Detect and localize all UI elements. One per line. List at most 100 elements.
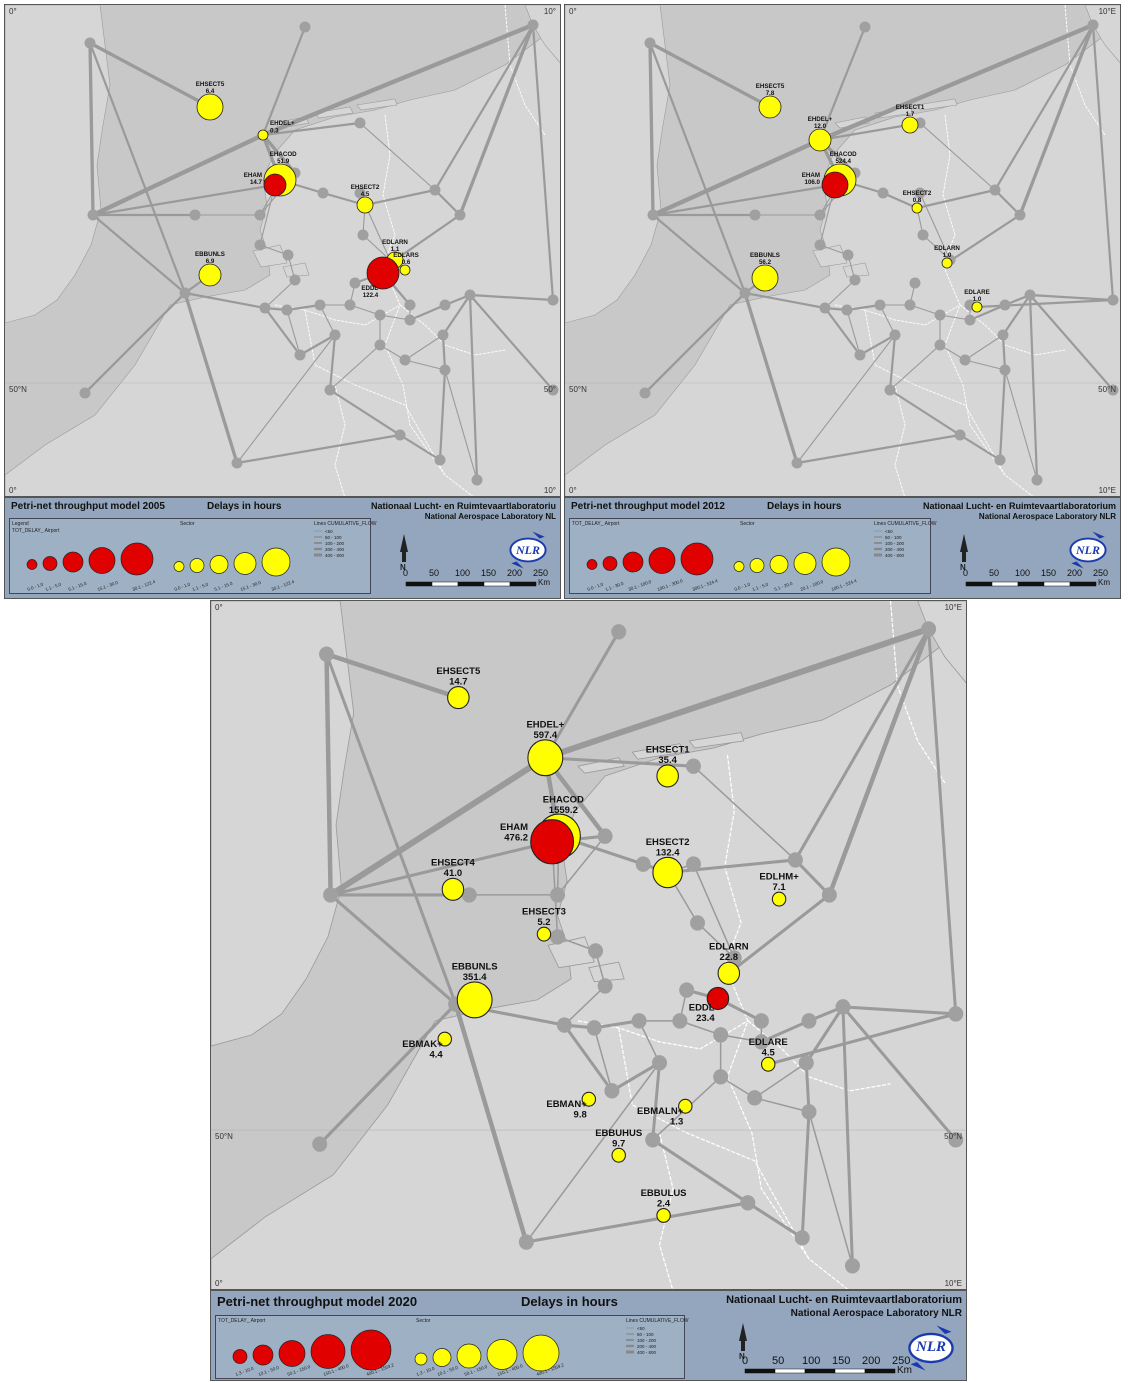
scale-segment (774, 1368, 806, 1374)
sector-marker[interactable] (611, 1147, 626, 1163)
sector-marker[interactable] (911, 202, 923, 214)
legend-line-class: <50 (325, 529, 333, 534)
map-canvas[interactable]: EHSECT5 7.8 EHDEL+ 12.0 EHSECT1 1.7 EHACOD 524.… (564, 4, 1121, 497)
legend-line-class: 50 - 100 (325, 535, 342, 540)
flow-line (329, 344, 381, 391)
nlr-logo: NLR (506, 528, 550, 572)
airport-marker[interactable] (706, 986, 730, 1011)
waypoint-node (1107, 384, 1119, 396)
waypoint-node (909, 277, 921, 289)
node-name-label: EHACOD (543, 795, 584, 806)
legend-sector-class: 5.1 - 15.0 (214, 581, 234, 592)
map-canvas[interactable]: EHSECT5 14.7 EHDEL+ 597.4 EHSECT1 35.4 EHACOD 1… (210, 600, 967, 1290)
scale-tick-label: 50 (429, 568, 440, 578)
legend-airport-class: 1.1 - 30.0 (605, 581, 625, 592)
sector-marker[interactable] (758, 95, 782, 119)
flow-line (91, 183, 277, 217)
waypoint-node (753, 1013, 769, 1029)
sector-marker[interactable] (717, 961, 741, 985)
sector-marker[interactable] (751, 264, 779, 292)
flow-line (408, 303, 447, 322)
node-name-label: EHSECT5 (436, 666, 481, 677)
node-name-label: EDLARS (393, 252, 418, 259)
legend-sector-symbol (456, 1343, 482, 1369)
node-value-label: 4.5 (361, 191, 370, 198)
sector-marker[interactable] (536, 926, 552, 942)
airport-marker[interactable] (821, 171, 849, 199)
flow-line (879, 304, 896, 336)
waypoint-node (1014, 209, 1026, 221)
sector-marker[interactable] (527, 739, 564, 777)
sector-marker[interactable] (437, 1031, 453, 1047)
waypoint-node (921, 621, 937, 637)
legend-line-class: 50 - 100 (637, 1332, 654, 1337)
airport-marker[interactable] (366, 256, 400, 290)
sector-marker[interactable] (901, 116, 919, 134)
sector-marker[interactable] (656, 1207, 671, 1223)
flow-line (261, 121, 362, 137)
sector-marker[interactable] (447, 685, 470, 710)
flow-line (263, 306, 302, 357)
flow-line (743, 291, 799, 465)
waypoint-node (611, 624, 627, 640)
waypoint-node (948, 1132, 964, 1148)
legend-airport-symbol (252, 1344, 274, 1366)
flow-line (328, 388, 402, 437)
flow-line (804, 1061, 811, 1114)
sector-marker[interactable] (678, 1098, 693, 1114)
flow-line (964, 334, 1004, 361)
map-title: Petri-net throughput model 2020 (217, 1294, 418, 1309)
airport-marker[interactable] (263, 173, 287, 197)
sector-marker[interactable] (399, 264, 411, 276)
scale-segment (457, 581, 485, 587)
sector-marker[interactable] (652, 856, 683, 889)
node-value-label: 524.4 (835, 158, 851, 165)
node-name-label: EBBUNLS (452, 961, 498, 972)
sector-marker[interactable] (356, 196, 374, 214)
sector-marker[interactable] (198, 263, 222, 287)
flow-line (404, 334, 444, 361)
node-value-label: 1.3 (670, 1117, 683, 1128)
scale-segment (965, 581, 993, 587)
land-area (252, 244, 288, 268)
sector-marker[interactable] (456, 981, 493, 1019)
land-area (631, 743, 685, 760)
sector-marker[interactable] (971, 301, 983, 313)
map-canvas[interactable]: EHSECT5 6.4 EHDEL+ 0.3 EHACOD 51.9 EHAM 14.7 EHS… (4, 4, 561, 497)
flow-line (468, 293, 479, 482)
waypoint-node (464, 289, 476, 301)
graticule-label: 0° (9, 486, 17, 495)
flow-line (858, 333, 897, 357)
map-title: Petri-net throughput model 2005 (11, 501, 165, 512)
node-name-label: EBMAN+ (546, 1099, 587, 1110)
sector-marker[interactable] (808, 128, 832, 152)
airport-marker[interactable] (530, 819, 575, 865)
waypoint-node (639, 387, 651, 399)
sector-marker[interactable] (941, 257, 953, 269)
node-value-label: 5.2 (537, 917, 550, 928)
node-value-label: 4.4 (429, 1049, 443, 1060)
sector-marker[interactable] (760, 1056, 776, 1072)
legend-sector-symbol (209, 555, 229, 574)
flow-line (808, 1111, 854, 1267)
flow-line (88, 41, 95, 217)
legend-lines-heading: Lines CUMULATIVE_FLOW (626, 1318, 689, 1324)
sector-marker[interactable] (656, 764, 679, 788)
sector-marker[interactable] (196, 93, 224, 121)
node-name-label: EHDEL+ (808, 116, 833, 123)
legend-line-class: 400 - 800 (637, 1350, 657, 1355)
sector-marker[interactable] (771, 891, 787, 907)
flow-line (444, 369, 478, 481)
node-name-label: EHDEL+ (270, 120, 295, 127)
legend-sector-symbol (432, 1348, 452, 1367)
flow-line (958, 433, 1002, 462)
flow-line (468, 293, 555, 392)
waypoint-node (439, 364, 451, 376)
graticule-label: 10°E (944, 1279, 962, 1288)
sector-marker[interactable] (441, 877, 465, 901)
legend-symbols: 0.0 - 1.0 1.1 - 5.0 5.1 - 15.0 15.1 - 30.0 3… (27, 529, 345, 592)
waypoint-node (997, 329, 1009, 341)
sector-marker[interactable] (581, 1091, 597, 1107)
node-name-label: EBBUHUS (595, 1128, 642, 1139)
sector-marker[interactable] (257, 129, 269, 141)
